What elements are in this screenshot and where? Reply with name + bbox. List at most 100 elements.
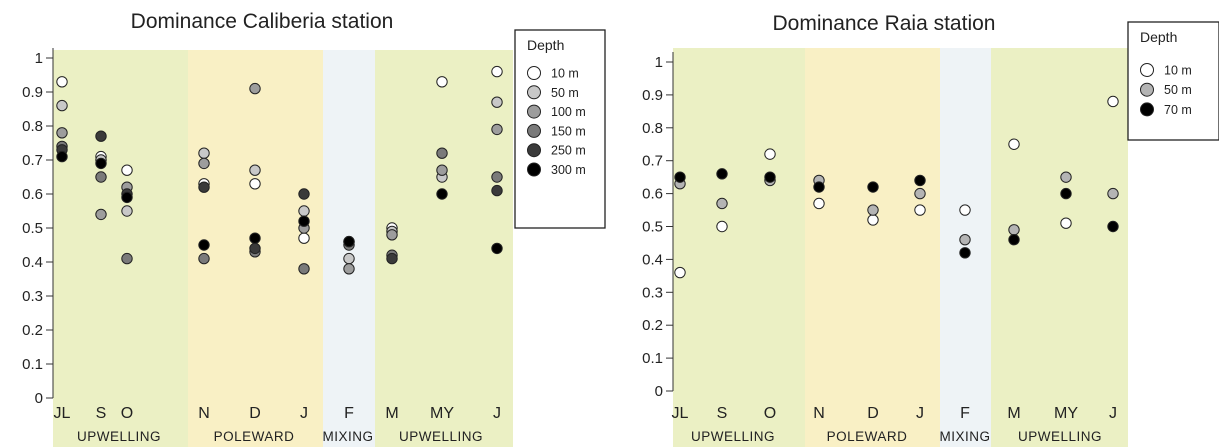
data-point — [386, 252, 398, 265]
data-point — [1008, 138, 1020, 150]
data-point — [491, 96, 503, 108]
legend-marker — [1140, 102, 1154, 117]
x-tick-label: N — [198, 405, 210, 422]
y-tick-label: 0.7 — [22, 152, 43, 169]
data-point — [298, 188, 310, 200]
x-tick-label: JL — [54, 405, 71, 422]
y-tick-label: 0.9 — [22, 84, 43, 101]
data-point — [95, 171, 107, 183]
y-tick-label: 0.2 — [642, 317, 663, 334]
data-point — [813, 197, 825, 210]
x-tick-label: D — [867, 405, 879, 422]
x-tick-label: J — [1109, 405, 1117, 422]
y-tick-label: 0.8 — [642, 120, 663, 137]
x-tick-label: S — [717, 405, 728, 422]
period-label: UPWELLING — [691, 429, 775, 444]
legend: Depth 10 m 50 m 70 m — [1127, 21, 1219, 141]
data-point — [491, 184, 503, 197]
data-point — [249, 178, 261, 190]
data-point — [764, 148, 776, 160]
chart-2: Dominance Raia station 0 0.1 0.2 0.3 0.4 0.5 0.… — [642, 12, 1219, 447]
x-tick-label: F — [960, 405, 970, 422]
data-point — [491, 123, 503, 136]
data-point — [716, 197, 728, 210]
y-tick-label: 0.7 — [642, 153, 663, 170]
y-tick-label: 0 — [35, 390, 43, 407]
data-point — [343, 235, 355, 248]
data-point — [121, 191, 133, 204]
data-point — [959, 233, 971, 246]
legend-box — [1127, 21, 1219, 141]
data-point — [198, 181, 210, 193]
period-band — [673, 48, 805, 447]
data-point — [959, 247, 971, 259]
x-tick-label: MY — [1054, 405, 1078, 422]
data-point — [198, 239, 210, 251]
data-point — [491, 171, 503, 183]
x-tick-label: F — [344, 405, 354, 422]
y-tick-label: 0.2 — [22, 322, 43, 339]
data-point — [1060, 217, 1072, 229]
x-tick-label: S — [96, 405, 107, 422]
legend-title: Depth — [1140, 29, 1177, 45]
y-tick-label: 0.1 — [22, 356, 43, 373]
period-band — [991, 48, 1128, 447]
data-point — [867, 214, 879, 226]
data-point — [95, 208, 107, 221]
data-point — [121, 252, 133, 265]
period-label: POLEWARD — [214, 429, 295, 444]
data-point — [764, 171, 776, 183]
data-point — [249, 164, 261, 176]
data-point — [674, 171, 686, 183]
data-point — [813, 181, 825, 193]
period-label: MIXING — [322, 429, 373, 444]
legend-marker — [527, 85, 541, 100]
x-tick-label: D — [249, 405, 261, 422]
period-label: UPWELLING — [1018, 429, 1102, 444]
legend-marker — [1140, 82, 1154, 97]
x-tick-label: O — [764, 405, 776, 422]
data-point — [56, 127, 68, 139]
data-point — [914, 187, 926, 200]
data-point — [436, 147, 448, 159]
data-point — [343, 263, 355, 275]
y-tick-label: 0.3 — [642, 284, 663, 301]
x-tick-label: O — [121, 405, 133, 422]
data-point — [436, 76, 448, 88]
data-point — [1008, 224, 1020, 236]
data-point — [436, 188, 448, 200]
x-tick-label: JL — [672, 405, 689, 422]
data-point — [867, 181, 879, 193]
data-point — [56, 76, 68, 88]
x-tick-label: MY — [430, 405, 454, 422]
data-point — [56, 150, 68, 163]
legend-marker — [527, 66, 541, 80]
y-tick-label: 0.9 — [642, 87, 663, 104]
period-band — [805, 48, 940, 447]
legend-label: 100 m — [551, 105, 586, 119]
data-point — [716, 220, 728, 233]
legend-title: Depth — [527, 37, 564, 53]
x-tick-label: J — [300, 405, 308, 422]
y-tick-label: 0 — [655, 383, 663, 400]
data-point — [1107, 95, 1119, 108]
data-point — [95, 157, 107, 170]
y-tick-label: 0.5 — [642, 219, 663, 236]
y-tick-label: 0.1 — [642, 350, 663, 367]
data-point — [198, 147, 210, 159]
y-tick-label: 0.5 — [22, 220, 43, 237]
data-point — [249, 82, 261, 95]
period-label: MIXING — [939, 429, 990, 444]
legend-label: 300 m — [551, 163, 586, 177]
y-tick-label: 0.3 — [22, 288, 43, 305]
period-label: UPWELLING — [399, 429, 483, 444]
data-point — [95, 130, 107, 142]
legend-label: 50 m — [551, 86, 579, 100]
legend-label: 10 m — [1164, 64, 1192, 78]
data-point — [298, 263, 310, 275]
x-tick-label: J — [493, 405, 501, 422]
y-tick-label: 0.6 — [22, 186, 43, 203]
x-tick-label: J — [916, 405, 924, 422]
y-tick-label: 0.8 — [22, 118, 43, 135]
